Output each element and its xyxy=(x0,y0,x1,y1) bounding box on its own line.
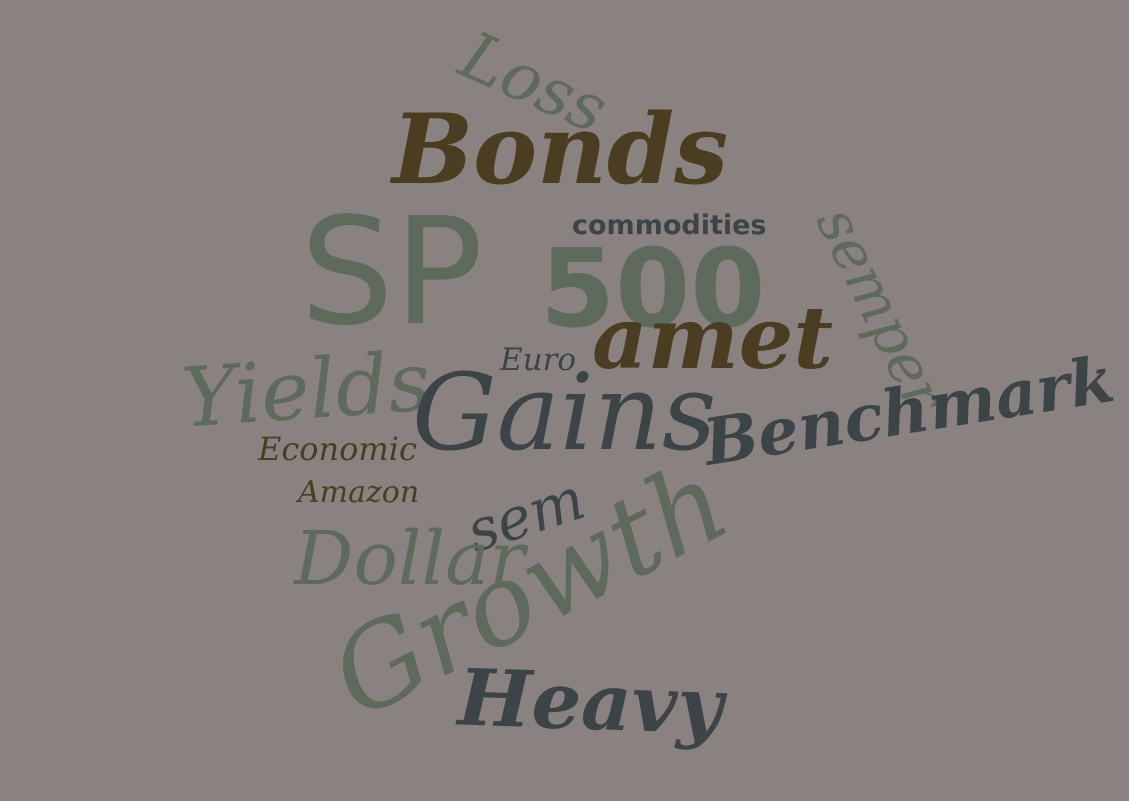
word-500: 500 xyxy=(540,227,766,352)
word-sp: SP xyxy=(300,186,484,358)
word-bonds: Bonds xyxy=(392,93,729,206)
word-amazon: Amazon xyxy=(298,475,420,510)
word-economic: Economic xyxy=(258,430,417,468)
word-dollar: Dollar xyxy=(294,516,525,602)
word-amet: amet xyxy=(592,288,834,389)
word-gains: Gains xyxy=(412,351,717,474)
word-commodities: commodities xyxy=(572,210,767,241)
word-yields: Yields xyxy=(178,334,434,447)
word-euro: Euro xyxy=(500,342,577,378)
word-heavy: Heavy xyxy=(456,652,725,753)
